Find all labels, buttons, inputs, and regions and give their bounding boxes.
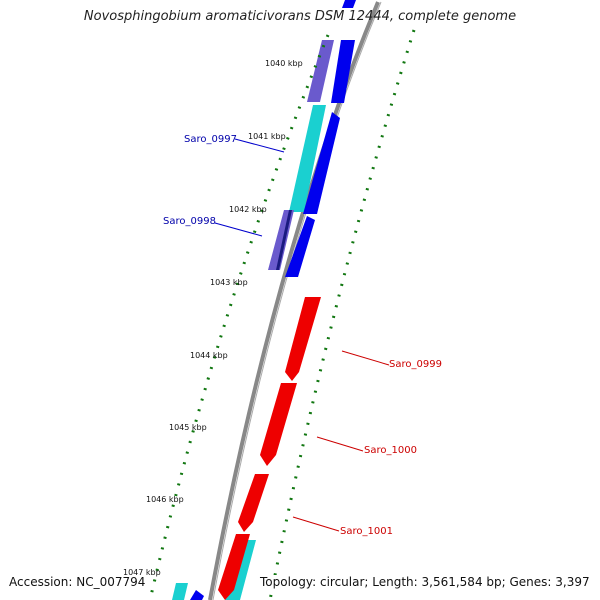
cds-segment[interactable] xyxy=(342,0,356,8)
leader-line xyxy=(214,222,263,237)
cds-segment[interactable] xyxy=(285,297,321,381)
scale-label: 1044 kbp xyxy=(190,351,228,360)
backbone-shadow xyxy=(212,1,382,600)
scale-label: 1046 kbp xyxy=(146,495,184,504)
gene-label[interactable]: Saro_0997 xyxy=(184,134,237,145)
cds-segment[interactable] xyxy=(172,583,188,600)
gene-label[interactable]: Saro_1000 xyxy=(364,445,417,456)
gene-label-leaders xyxy=(214,138,390,532)
gene-label[interactable]: Saro_1001 xyxy=(340,526,393,537)
cds-segment[interactable] xyxy=(331,40,355,103)
cds-segment[interactable] xyxy=(260,383,297,466)
leader-line xyxy=(341,350,390,366)
accession-text: Accession: NC_007794 xyxy=(7,575,148,589)
scale-label: 1047 kbp xyxy=(123,568,161,577)
reverse-cds-track xyxy=(218,297,321,600)
gene-label[interactable]: Saro_0999 xyxy=(389,359,442,370)
gene-label[interactable]: Saro_0998 xyxy=(163,216,216,227)
leader-line xyxy=(316,436,364,452)
forward-cds-track xyxy=(172,0,356,600)
cds-segment[interactable] xyxy=(218,534,250,600)
cds-segment[interactable] xyxy=(190,590,204,600)
genome-title: Novosphingobium aromaticivorans DSM 1244… xyxy=(83,9,517,24)
scale-label: 1045 kbp xyxy=(169,423,207,432)
scale-ticks-right xyxy=(268,29,416,600)
leader-line xyxy=(292,516,340,532)
leader-line xyxy=(234,138,285,153)
genome-summary: Topology: circular; Length: 3,561,584 bp… xyxy=(258,575,592,589)
cds-segment[interactable] xyxy=(276,210,292,270)
cds-segment[interactable] xyxy=(289,105,326,212)
scale-label: 1043 kbp xyxy=(210,278,248,287)
scale-ticks-left xyxy=(148,34,330,600)
cds-segment[interactable] xyxy=(285,216,315,277)
gene-labels: Saro_0997 Saro_0998 Saro_0999 Saro_1000 … xyxy=(163,134,442,537)
scale-label: 1042 kbp xyxy=(229,205,267,214)
scale-label: 1040 kbp xyxy=(265,59,303,68)
scale-labels: 1040 kbp 1041 kbp 1042 kbp 1043 kbp 1044… xyxy=(123,59,303,577)
genome-backbone xyxy=(208,1,380,600)
cds-segment[interactable] xyxy=(303,112,340,214)
scale-label: 1041 kbp xyxy=(248,132,286,141)
cds-segment[interactable] xyxy=(238,474,269,532)
cds-segment[interactable] xyxy=(307,40,334,102)
